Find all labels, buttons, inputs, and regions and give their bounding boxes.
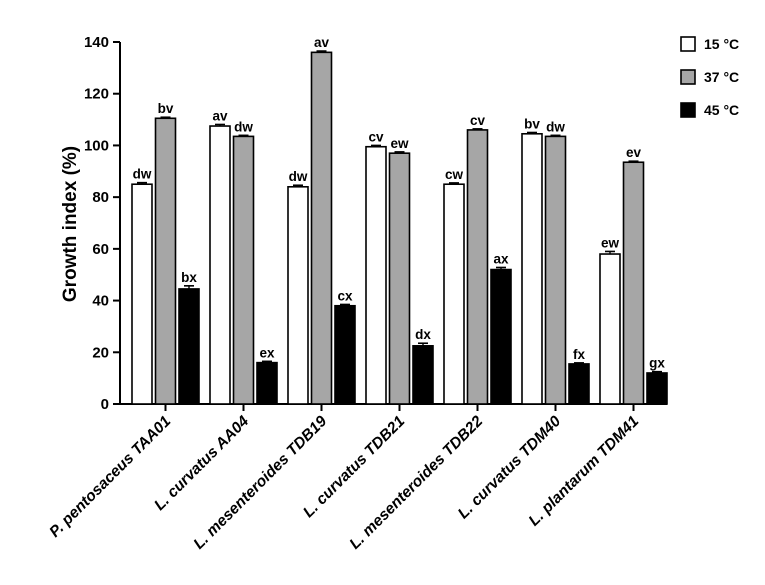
bar [412,345,434,405]
bar [568,363,590,405]
data-label: dw [289,169,308,184]
data-label: ex [259,345,275,360]
y-tick-label: 40 [92,293,109,310]
bar [287,186,309,405]
bar [209,125,231,405]
bar [256,361,278,405]
bar [599,253,621,405]
bar [622,161,645,405]
y-tick-label: 0 [101,396,109,413]
data-label: dw [234,119,253,134]
data-label: ax [493,251,509,266]
legend-swatch [680,36,696,52]
data-label: dw [546,119,565,134]
data-label: bv [158,101,174,116]
y-tick-label: 20 [92,344,109,361]
x-category-label: P. pentosaceus TAA01 [46,413,174,541]
x-category-label: L. mesenteroides TDB22 [346,413,486,553]
y-tick-label: 120 [84,86,109,103]
data-label: bx [181,270,197,285]
data-label: gx [649,356,665,371]
bar [178,288,200,405]
y-axis-title: Growth index (%) [60,146,81,302]
bar [646,372,668,405]
y-tick-label: 140 [84,34,109,51]
bar [388,152,411,405]
data-label: av [212,108,228,123]
bars [131,50,668,405]
data-label: ev [626,145,642,160]
legend-swatch [680,69,696,85]
bar [443,183,465,405]
x-category-label: L. mesenteroides TDB19 [190,413,330,553]
data-label: dx [415,327,431,342]
y-tick-label: 60 [92,241,109,258]
data-label: ew [390,136,409,151]
bar [154,117,177,405]
bar [232,135,255,405]
y-tick-label: 80 [92,189,109,206]
bar [521,132,543,405]
bar [334,304,356,405]
legend: 15 °C 37 °C 45 °C [680,36,739,118]
legend-label: 37 °C [704,69,739,85]
legend-label: 15 °C [704,36,739,52]
legend-swatch [680,102,696,118]
y-tick-label: 100 [84,137,109,154]
data-label: av [314,35,330,50]
bar [365,145,387,405]
data-label: cv [470,113,486,128]
bar [131,183,153,405]
bar [310,51,333,405]
data-label: bv [524,117,540,132]
data-label: ew [601,235,620,250]
legend-label: 45 °C [704,102,739,118]
data-label: fx [573,347,585,362]
bar [466,129,489,405]
data-label: dw [133,167,152,182]
data-label: cw [445,167,464,182]
bar [490,268,512,405]
data-label: cx [337,288,353,303]
data-label: cv [368,129,384,144]
bar [544,135,567,405]
